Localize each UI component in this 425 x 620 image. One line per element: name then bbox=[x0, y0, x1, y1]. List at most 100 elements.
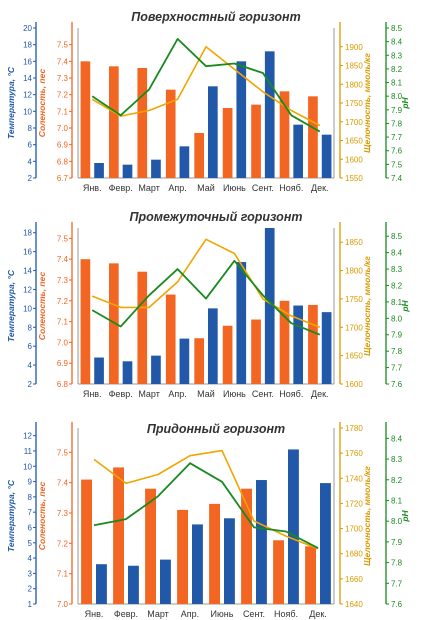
alk-tick-label: 1550 bbox=[345, 174, 363, 183]
alk-tick-label: 1900 bbox=[345, 43, 363, 52]
alk-tick-label: 1800 bbox=[345, 267, 363, 276]
ph-tick-label: 7.8 bbox=[391, 559, 403, 568]
temp-tick-label: 10 bbox=[23, 304, 32, 313]
sal-tick-label: 7.5 bbox=[57, 448, 69, 457]
alk-tick-label: 1650 bbox=[345, 137, 363, 146]
alk-tick-label: 1780 bbox=[345, 424, 363, 433]
alkalinity-line bbox=[93, 449, 319, 550]
category-label: Апр. bbox=[168, 389, 186, 399]
sal-axis-label: Соленость, пес bbox=[37, 69, 47, 138]
temp-tick-label: 20 bbox=[23, 24, 32, 33]
sal-tick-label: 7.5 bbox=[57, 41, 69, 50]
temp-tick-label: 7 bbox=[28, 508, 33, 517]
category-label: Февр. bbox=[114, 609, 138, 619]
temp-tick-label: 4 bbox=[28, 554, 33, 563]
salinity-bar bbox=[209, 503, 220, 604]
temp-axis: 2 4 6 8 10 12 14 16 18 20 Температура, °C bbox=[6, 22, 37, 183]
salinity-bar bbox=[165, 294, 176, 384]
temperature-bar bbox=[224, 518, 235, 604]
chart-panel-3: Придонный горизонт123456789101112Темпера… bbox=[6, 422, 410, 619]
salinity-bar bbox=[273, 540, 284, 604]
category-label: Февр. bbox=[109, 183, 133, 193]
ph-tick-label: 8.4 bbox=[391, 434, 403, 443]
temperature-bar bbox=[288, 449, 299, 604]
temp-tick-label: 3 bbox=[28, 569, 33, 578]
alk-tick-label: 1700 bbox=[345, 118, 363, 127]
alk-tick-label: 1740 bbox=[345, 474, 363, 483]
ph-tick-label: 8.1 bbox=[391, 496, 403, 505]
temperature-bar bbox=[208, 308, 218, 384]
alk-axis-label: Щелочность, ммоль/кг bbox=[362, 466, 372, 566]
sal-tick-label: 6.8 bbox=[57, 157, 69, 166]
temp-tick-label: 12 bbox=[23, 432, 32, 441]
alk-tick-label: 1680 bbox=[345, 550, 363, 559]
ph-tick-label: 7.6 bbox=[391, 380, 403, 389]
ph-tick-label: 8.3 bbox=[391, 51, 403, 60]
ph-tick-label: 8.0 bbox=[391, 92, 403, 101]
alk-tick-label: 1760 bbox=[345, 449, 363, 458]
category-label: Янв. bbox=[83, 389, 102, 399]
temp-tick-label: 10 bbox=[23, 107, 32, 116]
sal-axis: 6.8 6.9 7.0 7.1 7.2 7.3 7.4 7.5 Соленость, пес bbox=[37, 222, 73, 389]
sal-tick-label: 7.1 bbox=[57, 570, 69, 579]
temp-tick-label: 2 bbox=[28, 174, 33, 183]
temp-tick-label: 8 bbox=[28, 323, 33, 332]
temp-tick-label: 16 bbox=[23, 248, 32, 257]
ph-tick-label: 7.7 bbox=[391, 364, 403, 373]
alkalinity-line bbox=[91, 238, 321, 329]
alk-tick-label: 1850 bbox=[345, 62, 363, 71]
category-label: Нояб. bbox=[279, 389, 303, 399]
salinity-bar bbox=[81, 479, 92, 604]
salinity-bar bbox=[308, 96, 318, 178]
temp-axis: 2 4 6 8 10 12 14 16 18 Температура, °C bbox=[6, 222, 37, 389]
temp-tick-label: 12 bbox=[23, 91, 32, 100]
category-label: Дек. bbox=[309, 609, 327, 619]
category-label: Нояб. bbox=[274, 609, 298, 619]
ph-tick-label: 8.3 bbox=[391, 265, 403, 274]
temp-tick-label: 4 bbox=[28, 157, 33, 166]
alk-tick-label: 1650 bbox=[345, 352, 363, 361]
salinity-bar bbox=[108, 66, 119, 178]
category-label: Март bbox=[138, 389, 160, 399]
temperature-bar bbox=[256, 480, 267, 604]
temperature-bar bbox=[293, 305, 304, 384]
alk-tick-label: 1660 bbox=[345, 575, 363, 584]
temperature-bar bbox=[122, 361, 133, 384]
salinity-bar bbox=[251, 104, 261, 178]
temperature-bar bbox=[179, 146, 190, 178]
temperature-bar bbox=[94, 357, 104, 384]
alk-tick-label: 1640 bbox=[345, 600, 363, 609]
temperature-bar bbox=[320, 483, 331, 604]
salinity-bar bbox=[194, 338, 204, 384]
alk-tick-label: 1800 bbox=[345, 80, 363, 89]
salinity-bar bbox=[194, 133, 204, 178]
ph-tick-label: 8.1 bbox=[391, 298, 403, 307]
temp-tick-label: 18 bbox=[23, 41, 32, 50]
ph-axis: 7.6 7.7 7.8 7.9 8.0 8.1 8.2 8.3 8.4 8.5 pH bbox=[385, 222, 410, 389]
alk-tick-label: 1700 bbox=[345, 323, 363, 332]
ph-axis-label: pH bbox=[400, 509, 410, 522]
temperature-bar bbox=[151, 355, 161, 384]
ph-tick-label: 7.6 bbox=[391, 600, 403, 609]
temp-tick-label: 11 bbox=[24, 447, 33, 456]
ph-tick-label: 7.8 bbox=[391, 347, 403, 356]
temperature-bar bbox=[208, 86, 218, 178]
temp-tick-label: 9 bbox=[28, 478, 33, 487]
sal-axis-label: Соленость, пес bbox=[37, 482, 47, 551]
ph-tick-label: 8.4 bbox=[391, 38, 403, 47]
sal-tick-label: 7.2 bbox=[57, 91, 69, 100]
salinity-bar bbox=[279, 300, 290, 384]
ph-tick-label: 8.5 bbox=[391, 24, 403, 33]
alk-axis: 1600 1650 1700 1750 1800 1850 Щелочность, ммол… bbox=[339, 222, 372, 389]
temperature-bar bbox=[160, 559, 171, 604]
ph-line bbox=[91, 38, 321, 133]
temp-tick-label: 2 bbox=[28, 585, 33, 594]
sal-tick-label: 7.0 bbox=[57, 600, 69, 609]
temp-tick-label: 1 bbox=[28, 600, 33, 609]
salinity-bar bbox=[145, 488, 156, 604]
temperature-bar bbox=[96, 564, 107, 604]
temp-tick-label: 16 bbox=[23, 57, 32, 66]
ph-tick-label: 8.3 bbox=[391, 455, 403, 464]
sal-tick-label: 7.1 bbox=[57, 107, 69, 116]
